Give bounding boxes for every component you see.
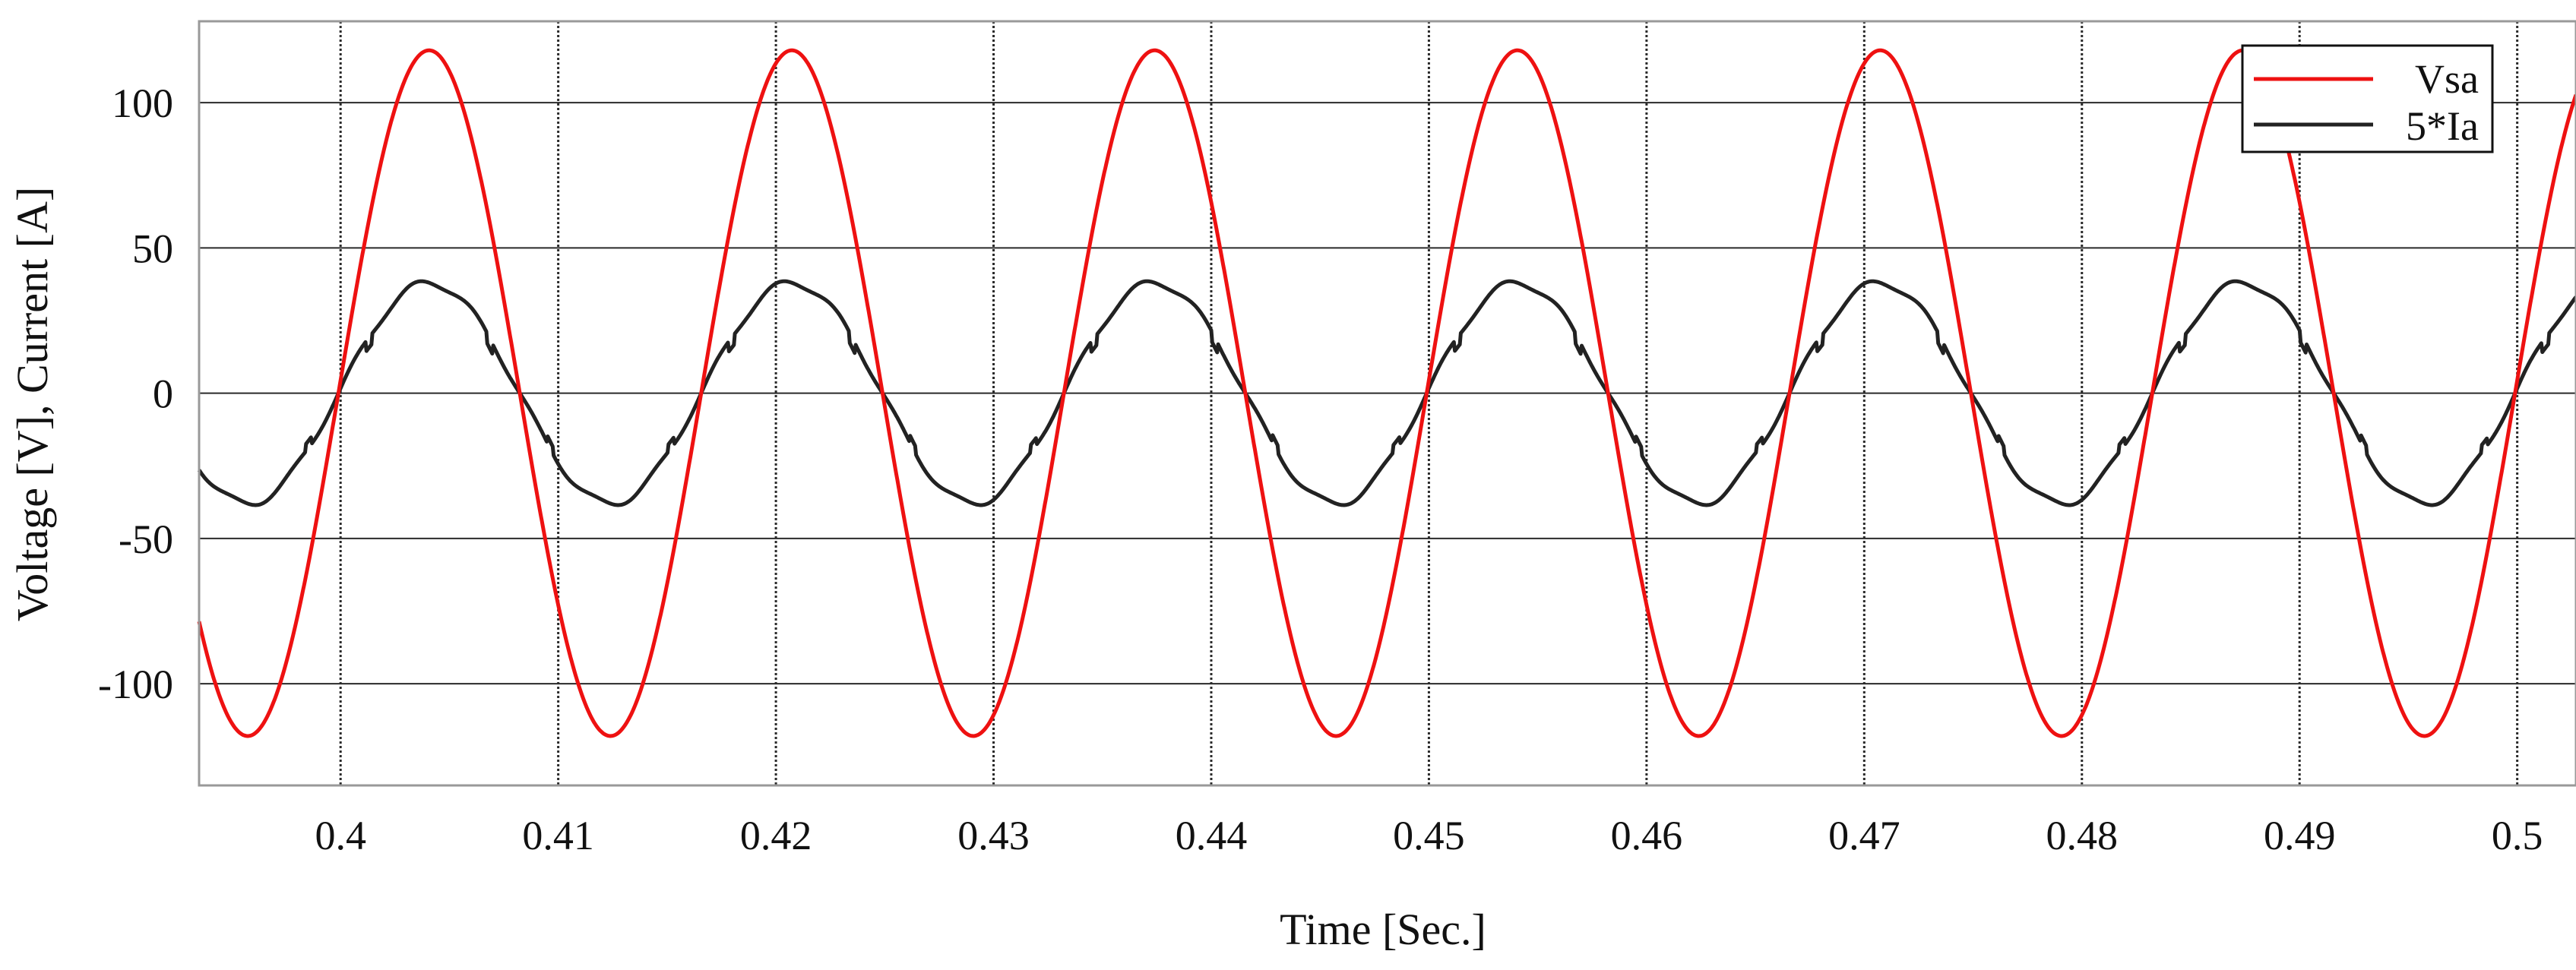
grid [199, 21, 2576, 785]
series-line-ia [197, 279, 2576, 507]
y-tick-label: 0 [153, 371, 173, 417]
tick-labels: 100 50 0 -50 -100 0.4 0.41 0.42 0.43 0.44 0.45 0.46… [98, 81, 2543, 858]
y-tick-label: 100 [112, 81, 173, 126]
x-tick-label: 0.42 [740, 813, 812, 858]
series-line-vsa [197, 48, 2576, 738]
y-tick-label: -100 [98, 662, 173, 707]
x-tick-label: 0.43 [957, 813, 1030, 858]
legend: Vsa 5*Ia [2241, 44, 2494, 153]
x-tick-label: 0.46 [1611, 813, 1683, 858]
x-axis-title: Time [Sec.] [1280, 905, 1486, 954]
series-group [197, 48, 2576, 738]
x-tick-label: 0.45 [1393, 813, 1465, 858]
legend-box [2241, 44, 2494, 153]
x-tick-label: 0.49 [2264, 813, 2336, 858]
y-tick-label: 50 [132, 226, 173, 271]
x-tick-label: 0.48 [2046, 813, 2119, 858]
y-axis-title: Voltage [V], Current [A] [8, 187, 57, 621]
x-tick-label: 0.5 [2492, 813, 2543, 858]
legend-label-ia: 5*Ia [2406, 103, 2479, 149]
plot-frame [198, 20, 2576, 787]
y-tick-label: -50 [119, 517, 173, 562]
legend-label-vsa: Vsa [2415, 56, 2479, 102]
x-tick-label: 0.47 [1828, 813, 1900, 858]
x-tick-label: 0.4 [315, 813, 366, 858]
x-tick-label: 0.41 [522, 813, 594, 858]
x-tick-label: 0.44 [1176, 813, 1248, 858]
